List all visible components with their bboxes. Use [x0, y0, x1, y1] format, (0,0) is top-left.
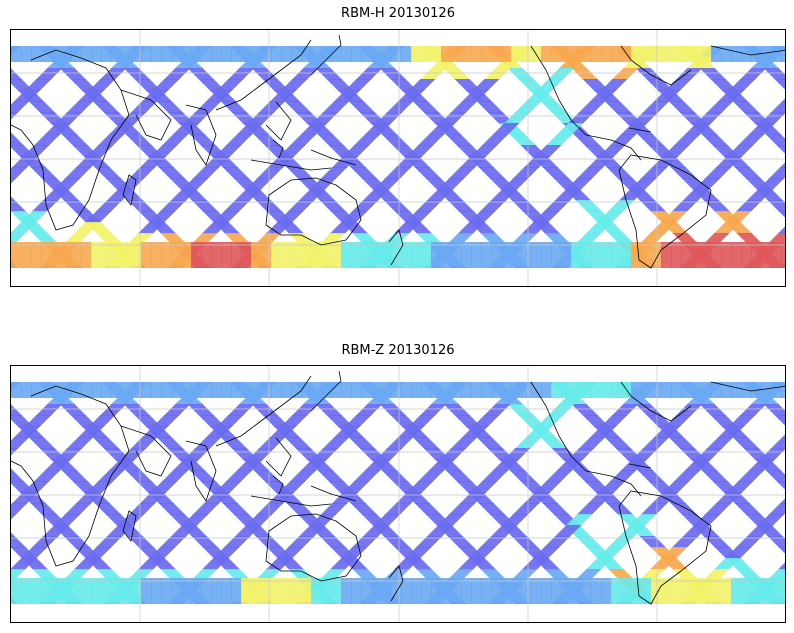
- map-rbm-z: [10, 365, 786, 623]
- panel-title-rbm-h: RBM-H 20130126: [341, 6, 455, 21]
- polar-band-north: [11, 382, 785, 398]
- panel-title-rbm-z: RBM-Z 20130126: [341, 343, 455, 358]
- map-rbm-h: [10, 29, 786, 287]
- polar-band-south: [11, 242, 785, 268]
- coastlines: [11, 370, 785, 605]
- polar-band-south: [11, 578, 785, 604]
- graticule: [11, 366, 785, 622]
- polar-band-north: [11, 46, 785, 62]
- coastlines: [11, 34, 785, 269]
